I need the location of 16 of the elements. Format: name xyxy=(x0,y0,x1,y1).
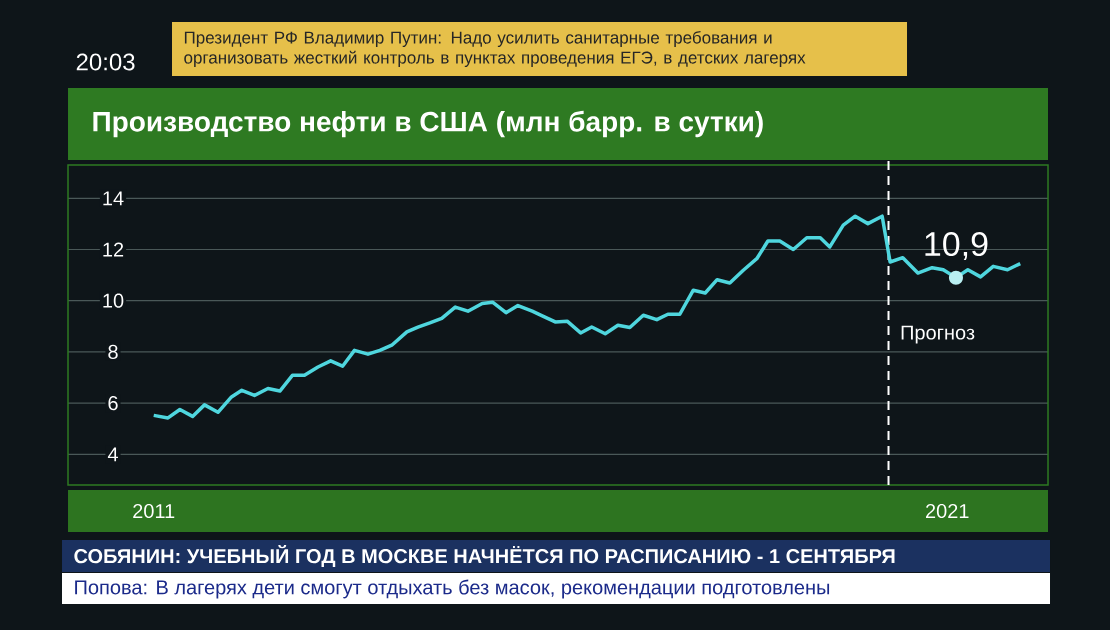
y-tick-label: 14 xyxy=(103,191,124,206)
ref-line-label: Прогноз xyxy=(901,325,975,344)
y-tick-label: 12 xyxy=(103,242,124,257)
y-tick-label: 4 xyxy=(107,447,118,462)
text: Президент РФ Владимир Путин: Надо усилить санитарные требования и организовать жесткий контроль в пунктах проведения ЕГЭ, в детских лагерях xyxy=(184,31,806,67)
y-tick-label: 8 xyxy=(108,344,118,359)
chart-title: Производство нефти в США (млн барр. в сутки) xyxy=(93,110,763,138)
y-tick-label: 6 xyxy=(108,396,118,411)
x-tick-label: 2011 xyxy=(133,503,175,519)
x-tick-label: 2021 xyxy=(925,503,969,519)
text: Попова: В лагерях дети смогут отдыхать без масок, рекомендации подготовлены xyxy=(75,579,830,599)
text: 20:03 xyxy=(76,53,135,71)
annotation: 10,9 xyxy=(925,232,988,261)
y-tick-label: 10 xyxy=(103,293,124,308)
text: СОБЯНИН: УЧЕБНЫЙ ГОД В МОСКВЕ НАЧНЁТСЯ ПО РАСПИСАНИЮ - 1 СЕНТЯБРЯ xyxy=(74,544,895,568)
line-series xyxy=(151,214,1022,420)
